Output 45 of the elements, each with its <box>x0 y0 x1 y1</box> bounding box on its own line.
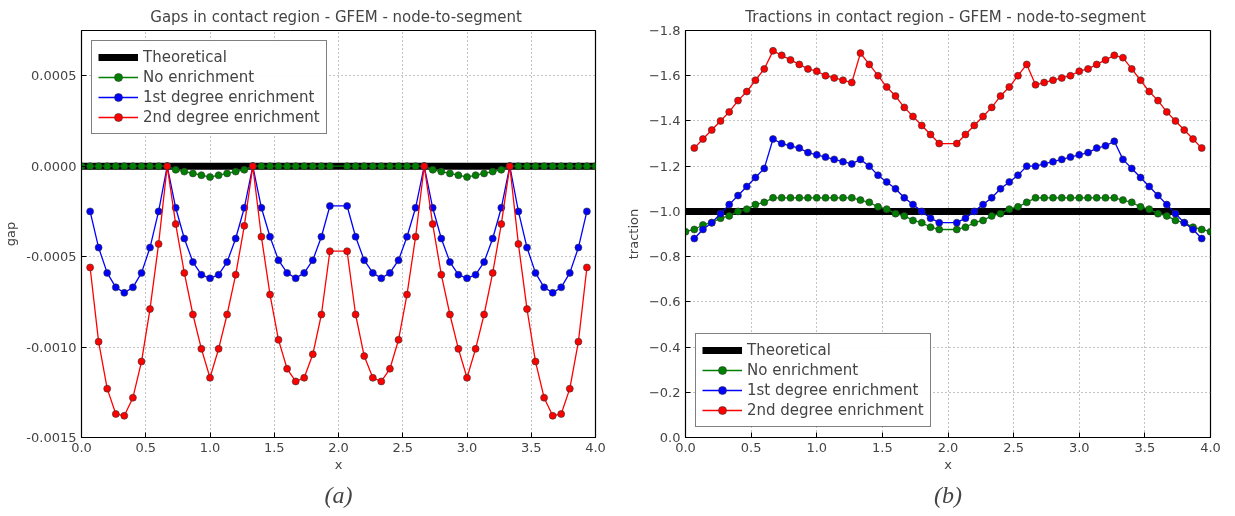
y-tick-label: −1.2 <box>648 158 681 174</box>
legend-label: Theoretical <box>747 341 831 359</box>
y-tick-label: −0.6 <box>648 294 681 310</box>
x-tick-label: 1.0 <box>199 439 221 455</box>
legend-label: No enrichment <box>143 68 255 86</box>
x-axis-title: x <box>944 456 953 472</box>
x-tick-label: 2.5 <box>1003 439 1024 455</box>
legend-label: 2nd degree enrichment <box>143 108 320 126</box>
chart-title: Tractions in contact region - GFEM - node-to-segment <box>744 7 1147 26</box>
legend-label: No enrichment <box>747 361 859 379</box>
x-tick-label: 1.0 <box>806 439 828 455</box>
legend-label: Theoretical <box>143 48 227 66</box>
x-tick-label: 1.5 <box>263 439 285 455</box>
x-tick-label: 3.5 <box>520 439 542 455</box>
y-tick-label: −1.8 <box>648 23 681 38</box>
x-tick-label: 1.5 <box>872 439 893 455</box>
y-tick-label: 0.0005 <box>31 68 77 84</box>
x-tick-label: 2.0 <box>328 439 349 455</box>
x-tick-label: 3.0 <box>1068 439 1090 455</box>
x-tick-label: 3.0 <box>456 439 478 455</box>
x-tick-label: 4.0 <box>1200 439 1221 455</box>
legend-label: 1st degree enrichment <box>143 88 315 106</box>
x-tick-label: 4.0 <box>585 439 606 455</box>
y-tick-label: -0.0005 <box>26 249 77 265</box>
text: (b) <box>934 481 962 508</box>
x-tick-label: 3.5 <box>1134 439 1156 455</box>
x-tick-label: 0.5 <box>135 439 157 455</box>
x-tick-label: 2.0 <box>937 439 959 455</box>
y-tick-label: −0.2 <box>648 384 681 400</box>
legend-label: 2nd degree enrichment <box>747 401 924 419</box>
legend-label: 1st degree enrichment <box>747 381 919 399</box>
y-axis-title: traction <box>625 208 641 260</box>
y-tick-label: 0.0000 <box>31 158 77 174</box>
x-axis-title: x <box>334 456 343 472</box>
y-tick-label: -0.0010 <box>26 339 77 355</box>
y-tick-label: −0.4 <box>648 339 681 355</box>
y-tick-label: −1.6 <box>648 68 681 84</box>
y-tick-label: −1.0 <box>648 203 681 219</box>
text: (a) <box>324 481 353 508</box>
x-tick-label: 2.5 <box>392 439 414 455</box>
y-axis-title: gap <box>3 221 19 247</box>
y-tick-label: −1.4 <box>648 113 681 129</box>
chart-title: Gaps in contact region - GFEM - node-to-segment <box>150 7 523 26</box>
y-tick-label: −0.8 <box>648 249 681 265</box>
x-tick-label: 0.5 <box>740 439 762 455</box>
